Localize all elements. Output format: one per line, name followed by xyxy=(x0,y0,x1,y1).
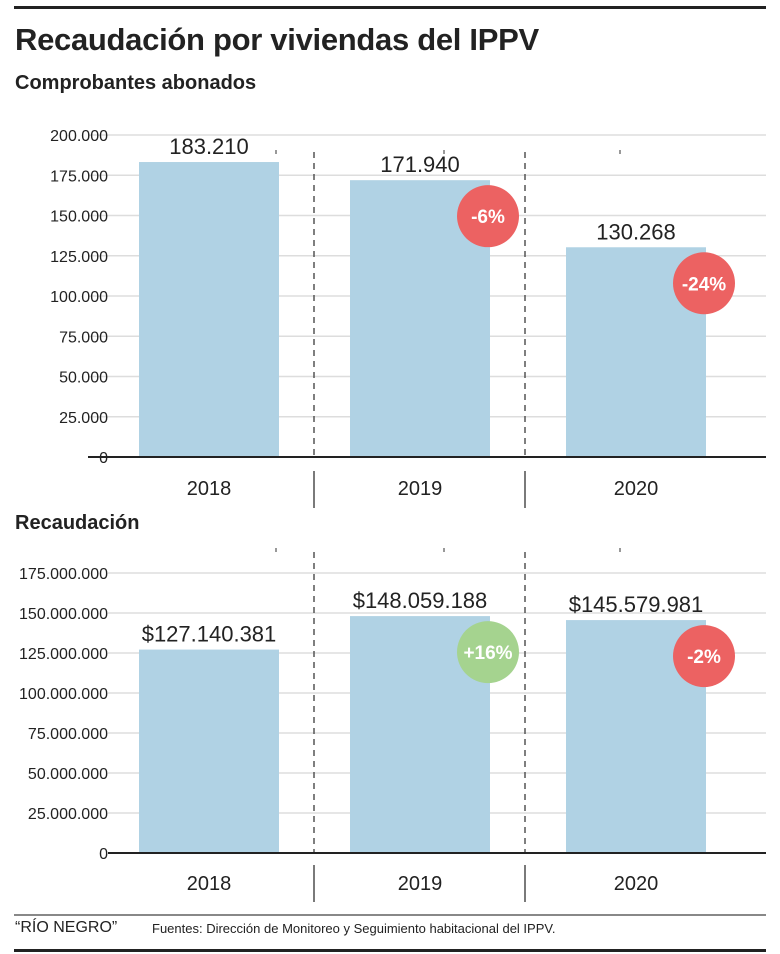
change-badge-2019 xyxy=(457,185,519,248)
value-label: 183.210 xyxy=(169,134,249,159)
chart-comprobantes: 0 25.000 50.000 75.000 100.000 125.000 150.000… xyxy=(50,128,766,508)
x-tick-label: 2018 xyxy=(187,873,232,895)
x-tick-label: 2019 xyxy=(398,478,443,500)
y-tick-label: 25.000 xyxy=(59,410,108,427)
source-note: Fuentes: Dirección de Monitoreo y Seguim… xyxy=(152,921,556,936)
x-tick-label: 2020 xyxy=(614,873,659,895)
bar-2018 xyxy=(139,649,279,853)
change-label: +16% xyxy=(463,643,512,664)
top-rule xyxy=(14,6,766,9)
x-tick-label: 2019 xyxy=(398,873,443,895)
bar-2018 xyxy=(139,162,279,457)
change-badge-2020 xyxy=(673,252,735,315)
y-tick-label: 50.000.000 xyxy=(28,766,108,783)
y-tick-label: 100.000.000 xyxy=(19,686,108,703)
change-label: -2% xyxy=(687,647,721,668)
y-tick-label: 150.000 xyxy=(50,209,108,226)
y-tick-label: 100.000 xyxy=(50,289,108,306)
chart-2-title: Recaudación xyxy=(15,512,140,534)
y-tick-label: 200.000 xyxy=(50,128,108,145)
change-badge-2019 xyxy=(457,621,519,684)
footer-divider xyxy=(14,914,766,916)
y-tick-label: 125.000.000 xyxy=(19,646,108,663)
y-tick-label: 50.000 xyxy=(59,370,108,387)
chart-1-title: Comprobantes abonados xyxy=(15,72,257,94)
y-tick-label: 150.000.000 xyxy=(19,606,108,623)
value-label: 130.268 xyxy=(596,219,676,244)
x-tick-label: 2018 xyxy=(187,478,232,500)
change-label: -24% xyxy=(682,274,726,295)
page-title: Recaudación por viviendas del IPPV xyxy=(15,22,539,57)
value-label: $127.140.381 xyxy=(142,622,277,647)
y-tick-label: 125.000 xyxy=(50,249,108,266)
bottom-rule xyxy=(14,949,766,952)
y-tick-label: 25.000.000 xyxy=(28,806,108,823)
value-label: $145.579.981 xyxy=(569,592,704,617)
y-tick-label: 175.000.000 xyxy=(19,566,108,583)
credit-label: “RÍO NEGRO” xyxy=(15,919,118,936)
y-tick-label: 75.000 xyxy=(59,329,108,346)
y-tick-label: 75.000.000 xyxy=(28,726,108,743)
y-tick-label: 175.000 xyxy=(50,168,108,185)
change-badge-2020 xyxy=(673,625,735,688)
change-label: -6% xyxy=(471,207,505,228)
value-label: 171.940 xyxy=(380,152,460,177)
value-label: $148.059.188 xyxy=(353,588,488,613)
x-tick-label: 2020 xyxy=(614,478,659,500)
y-tick-label: 0 xyxy=(99,846,108,863)
y-tick-label: 0 xyxy=(99,450,108,467)
chart-recaudacion: 0 25.000.000 50.000.000 75.000.000 100.000.0… xyxy=(19,548,766,902)
